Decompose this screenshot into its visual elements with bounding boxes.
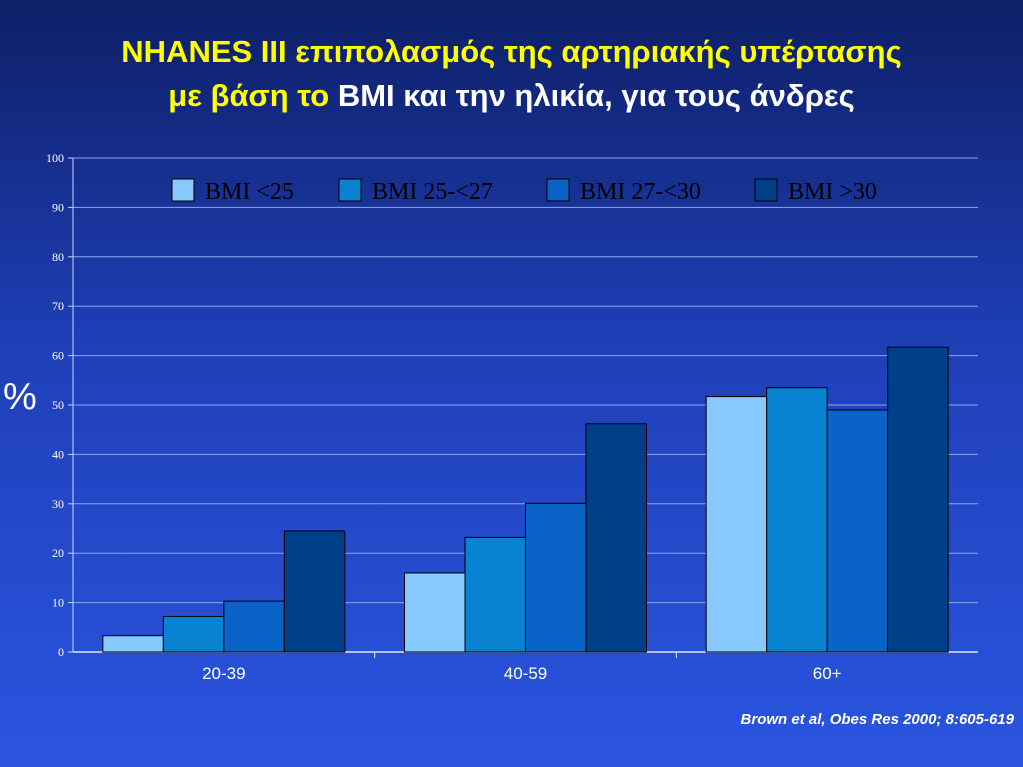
bar: [162, 615, 225, 653]
bar: [826, 409, 889, 653]
y-tick-label: 10: [52, 596, 64, 610]
bar: [223, 600, 285, 653]
legend-label: BMI 27-<30: [580, 179, 701, 205]
citation: Brown et al, Obes Res 2000; 8:605-619: [740, 711, 1014, 728]
y-tick-label: 40: [52, 447, 64, 461]
y-tick-label: 70: [52, 299, 64, 313]
title-line-2-highlight: με βάση το: [168, 78, 330, 113]
x-tick-labels: 20-39 40-59 60+: [202, 664, 842, 683]
y-tick-label: 80: [52, 250, 64, 264]
x-tick-label: 60+: [813, 664, 842, 683]
y-axis-label: %: [3, 376, 37, 418]
legend-swatch: [546, 178, 570, 202]
slide-title: NHANES III επιπολασμός της αρτηριακής υπ…: [0, 30, 1023, 118]
title-line-1: NHANES III επιπολασμός της αρτηριακής υπ…: [121, 34, 902, 69]
bar: [705, 396, 768, 653]
legend: BMI <25 BMI 25-<27 BMI 27-<30 BMI >30: [171, 178, 877, 205]
legend-label: BMI <25: [205, 179, 294, 205]
bar: [283, 530, 346, 653]
legend-label: BMI 25-<27: [372, 179, 493, 205]
y-tick-label: 90: [52, 200, 64, 214]
legend-swatch: [171, 178, 195, 202]
y-tick-label: 100: [46, 151, 64, 165]
bar: [464, 536, 526, 653]
bars: [102, 346, 949, 653]
y-tick-label: 50: [52, 398, 64, 412]
bar: [404, 572, 466, 653]
title-line-2: με βάση το BMI και την ηλικία, για τους …: [0, 74, 1023, 118]
bar: [887, 346, 949, 653]
y-tick-labels: 0 10 20 30 40 50 60 70 80 90 100: [46, 151, 64, 659]
legend-swatch: [754, 178, 778, 202]
y-tick-label: 0: [58, 645, 64, 659]
y-tick-label: 20: [52, 546, 64, 560]
bar: [525, 502, 587, 653]
bar: [102, 635, 164, 653]
title-line-2-rest: BMI και την ηλικία, για τους άνδρες: [337, 78, 855, 113]
legend-label: BMI >30: [788, 179, 877, 205]
x-tick-label: 20-39: [202, 664, 245, 683]
x-tick-label: 40-59: [504, 664, 547, 683]
bar: [766, 387, 828, 653]
y-tick-label: 60: [52, 349, 64, 363]
legend-swatch: [338, 178, 362, 202]
bar: [585, 423, 647, 653]
y-tick-label: 30: [52, 497, 64, 511]
